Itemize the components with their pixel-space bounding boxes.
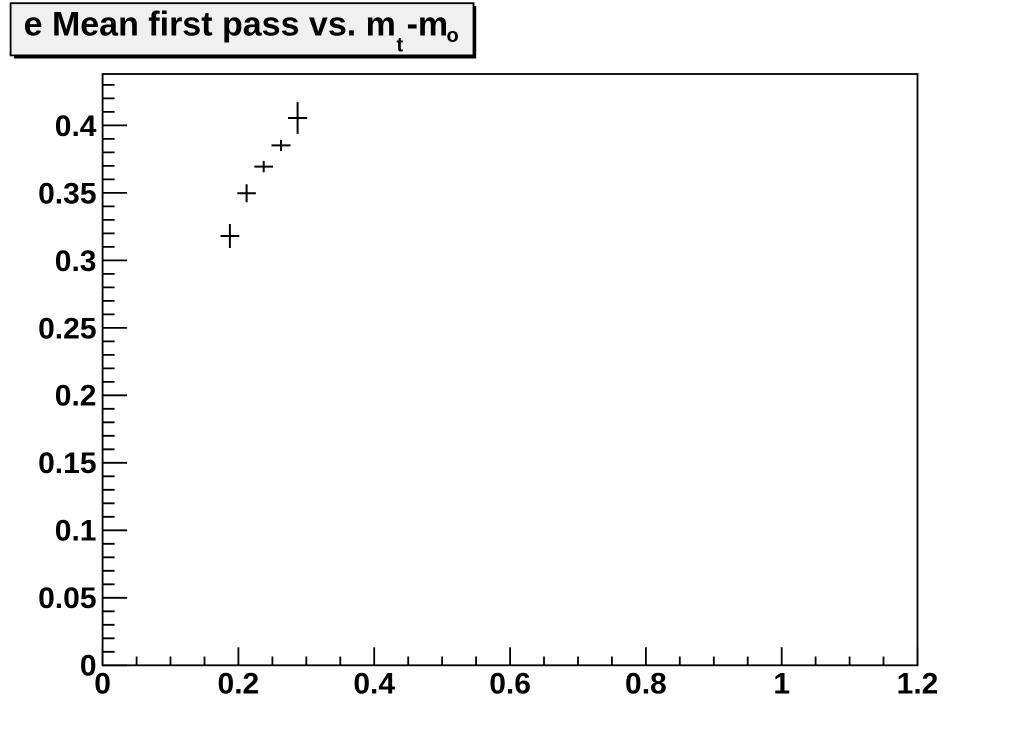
- svg-text:0.1: 0.1: [55, 515, 97, 548]
- svg-text:1.2: 1.2: [897, 667, 939, 700]
- svg-text:0.2: 0.2: [218, 667, 260, 700]
- svg-text:0.25: 0.25: [38, 312, 96, 345]
- svg-text:0: 0: [80, 650, 97, 683]
- svg-text:e Mean first pass vs. m: e Mean first pass vs. m: [24, 6, 396, 44]
- svg-text:t: t: [397, 35, 404, 57]
- svg-text:0.15: 0.15: [38, 447, 96, 480]
- svg-text:0.35: 0.35: [38, 177, 96, 210]
- svg-text:0.3: 0.3: [55, 245, 97, 278]
- svg-text:0.2: 0.2: [55, 380, 97, 413]
- svg-text:0.05: 0.05: [38, 582, 96, 615]
- svg-text:o: o: [447, 25, 459, 47]
- svg-text:0.6: 0.6: [489, 667, 531, 700]
- svg-text:0.8: 0.8: [625, 667, 667, 700]
- svg-text:-m: -m: [407, 6, 449, 44]
- svg-text:0: 0: [94, 667, 111, 700]
- svg-text:1: 1: [773, 667, 790, 700]
- svg-text:0.4: 0.4: [353, 667, 395, 700]
- svg-text:0.4: 0.4: [55, 110, 97, 143]
